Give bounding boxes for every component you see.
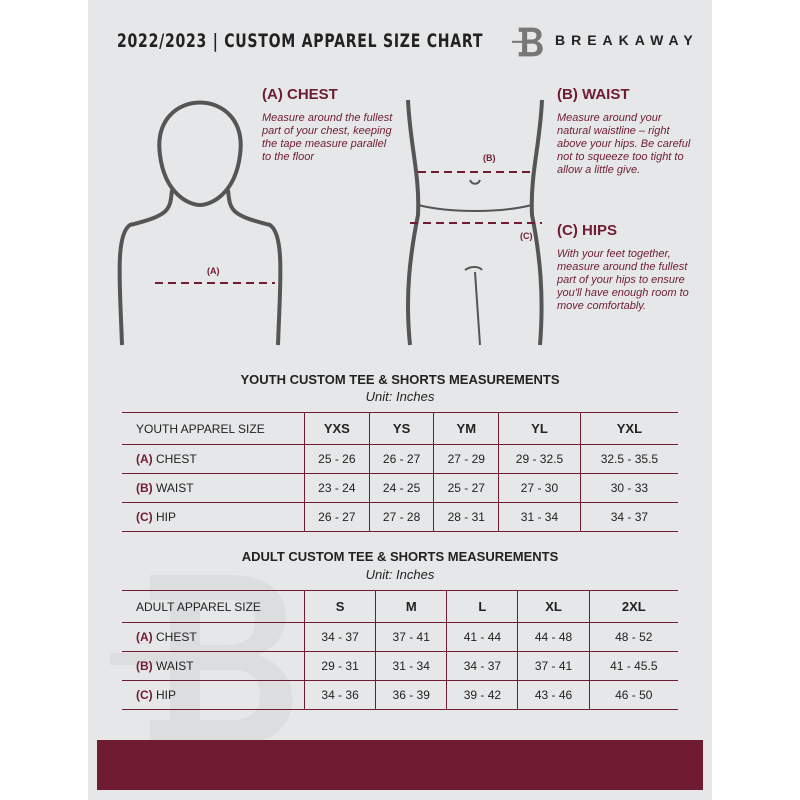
head-outline: [157, 100, 243, 208]
row-name: WAIST: [156, 659, 194, 673]
cell: 44 - 48: [517, 622, 590, 652]
chest-description: Measure around the fullest part of your …: [262, 112, 393, 163]
chest-heading: (A) CHEST: [262, 86, 338, 103]
cell: 29 - 31: [303, 651, 376, 681]
cell: 34 - 37: [579, 502, 678, 532]
footer-band: [97, 740, 703, 790]
cell: 25 - 27: [433, 473, 499, 503]
size-label-header: ADULT APPAREL SIZE: [122, 590, 305, 623]
hips-heading: (C) HIPS: [557, 222, 617, 239]
waist-description: Measure around your natural waistline – …: [557, 112, 691, 176]
adult-table-title: ADULT CUSTOM TEE & SHORTS MEASUREMENTS: [241, 549, 559, 564]
cell: 31 - 34: [498, 502, 581, 532]
cell: 32.5 - 35.5: [579, 444, 678, 474]
size-header: YXL: [579, 412, 678, 445]
shoulders-outline: [117, 189, 283, 346]
cell: 29 - 32.5: [498, 444, 581, 474]
cell: 28 - 31: [433, 502, 499, 532]
waist-marker: (B): [483, 153, 496, 163]
cell: 23 - 24: [304, 473, 370, 503]
row-label: (B) WAIST: [122, 473, 305, 503]
row-code: (C): [136, 688, 153, 702]
row-code: (B): [136, 659, 153, 673]
youth-table-title: YOUTH CUSTOM TEE & SHORTS MEASUREMENTS: [240, 372, 560, 387]
size-header: YXS: [304, 412, 370, 445]
cell: 34 - 37: [446, 651, 518, 681]
cell: 34 - 36: [303, 680, 376, 710]
youth-size-table: YOUTH APPAREL SIZE YXS YS YM YL YXL (A) …: [122, 412, 678, 532]
hips-marker: (C): [520, 231, 533, 241]
table-header-row: ADULT APPAREL SIZE S M L XL 2XL: [122, 590, 678, 623]
row-code: (A): [136, 452, 153, 466]
row-code: (C): [136, 510, 153, 524]
body-illustration: [117, 99, 544, 346]
cell: 43 - 46: [517, 680, 590, 710]
cell: 37 - 41: [517, 651, 590, 681]
size-header: 2XL: [588, 590, 678, 623]
cell: 48 - 52: [588, 622, 678, 652]
cell: 26 - 27: [368, 444, 434, 474]
row-label: (A) CHEST: [122, 622, 305, 652]
row-name: WAIST: [156, 481, 194, 495]
row-label: (C) HIP: [122, 680, 305, 710]
row-name: HIP: [156, 688, 177, 702]
cell: 37 - 41: [375, 622, 447, 652]
cell: 46 - 50: [588, 680, 678, 710]
row-name: HIP: [156, 510, 177, 524]
cell: 30 - 33: [579, 473, 678, 503]
brand-logo-icon: [512, 27, 543, 57]
cell: 41 - 44: [446, 622, 518, 652]
cell: 27 - 29: [433, 444, 499, 474]
cell: 25 - 26: [304, 444, 370, 474]
table-row: (B) WAIST 29 - 31 31 - 34 34 - 37 37 - 41 41…: [122, 651, 678, 681]
adult-size-table: ADULT APPAREL SIZE S M L XL 2XL (A) CHES…: [122, 590, 678, 710]
size-header: S: [303, 590, 376, 623]
table-header-row: YOUTH APPAREL SIZE YXS YS YM YL YXL: [122, 412, 678, 445]
row-code: (B): [136, 481, 153, 495]
cell: 34 - 37: [303, 622, 376, 652]
waist-heading: (B) WAIST: [557, 86, 630, 103]
cell: 31 - 34: [375, 651, 447, 681]
cell: 27 - 30: [498, 473, 581, 503]
cell: 41 - 45.5: [588, 651, 678, 681]
size-label-header: YOUTH APPAREL SIZE: [122, 412, 305, 445]
cell: 27 - 28: [368, 502, 434, 532]
hips-description: With your feet together, measure around …: [557, 248, 689, 312]
row-label: (A) CHEST: [122, 444, 305, 474]
row-label: (B) WAIST: [122, 651, 305, 681]
cell: 36 - 39: [375, 680, 447, 710]
size-header: M: [375, 590, 447, 623]
page-title: 2022/2023 | CUSTOM APPAREL SIZE CHART: [117, 30, 484, 52]
table-row: (B) WAIST 23 - 24 24 - 25 25 - 27 27 - 30 30…: [122, 473, 678, 503]
table-row: (C) HIP 34 - 36 36 - 39 39 - 42 43 - 46 46 -…: [122, 680, 678, 710]
size-header: YS: [368, 412, 434, 445]
table-row: (C) HIP 26 - 27 27 - 28 28 - 31 31 - 34 34 -…: [122, 502, 678, 532]
size-header: YL: [498, 412, 581, 445]
size-header: XL: [517, 590, 590, 623]
table-row: (A) CHEST 34 - 37 37 - 41 41 - 44 44 - 48 48…: [122, 622, 678, 652]
brand-name: BREAKAWAY: [555, 32, 699, 48]
row-label: (C) HIP: [122, 502, 305, 532]
row-code: (A): [136, 630, 153, 644]
cell: 39 - 42: [446, 680, 518, 710]
chest-marker: (A): [207, 266, 220, 276]
size-header: L: [446, 590, 518, 623]
table-row: (A) CHEST 25 - 26 26 - 27 27 - 29 29 - 32.5…: [122, 444, 678, 474]
row-name: CHEST: [156, 630, 197, 644]
adult-unit: Unit: Inches: [365, 567, 435, 582]
cell: 24 - 25: [368, 473, 434, 503]
cell: 26 - 27: [304, 502, 370, 532]
youth-unit: Unit: Inches: [365, 389, 435, 404]
row-name: CHEST: [156, 452, 197, 466]
size-header: YM: [433, 412, 499, 445]
torso-outline: [406, 99, 544, 346]
